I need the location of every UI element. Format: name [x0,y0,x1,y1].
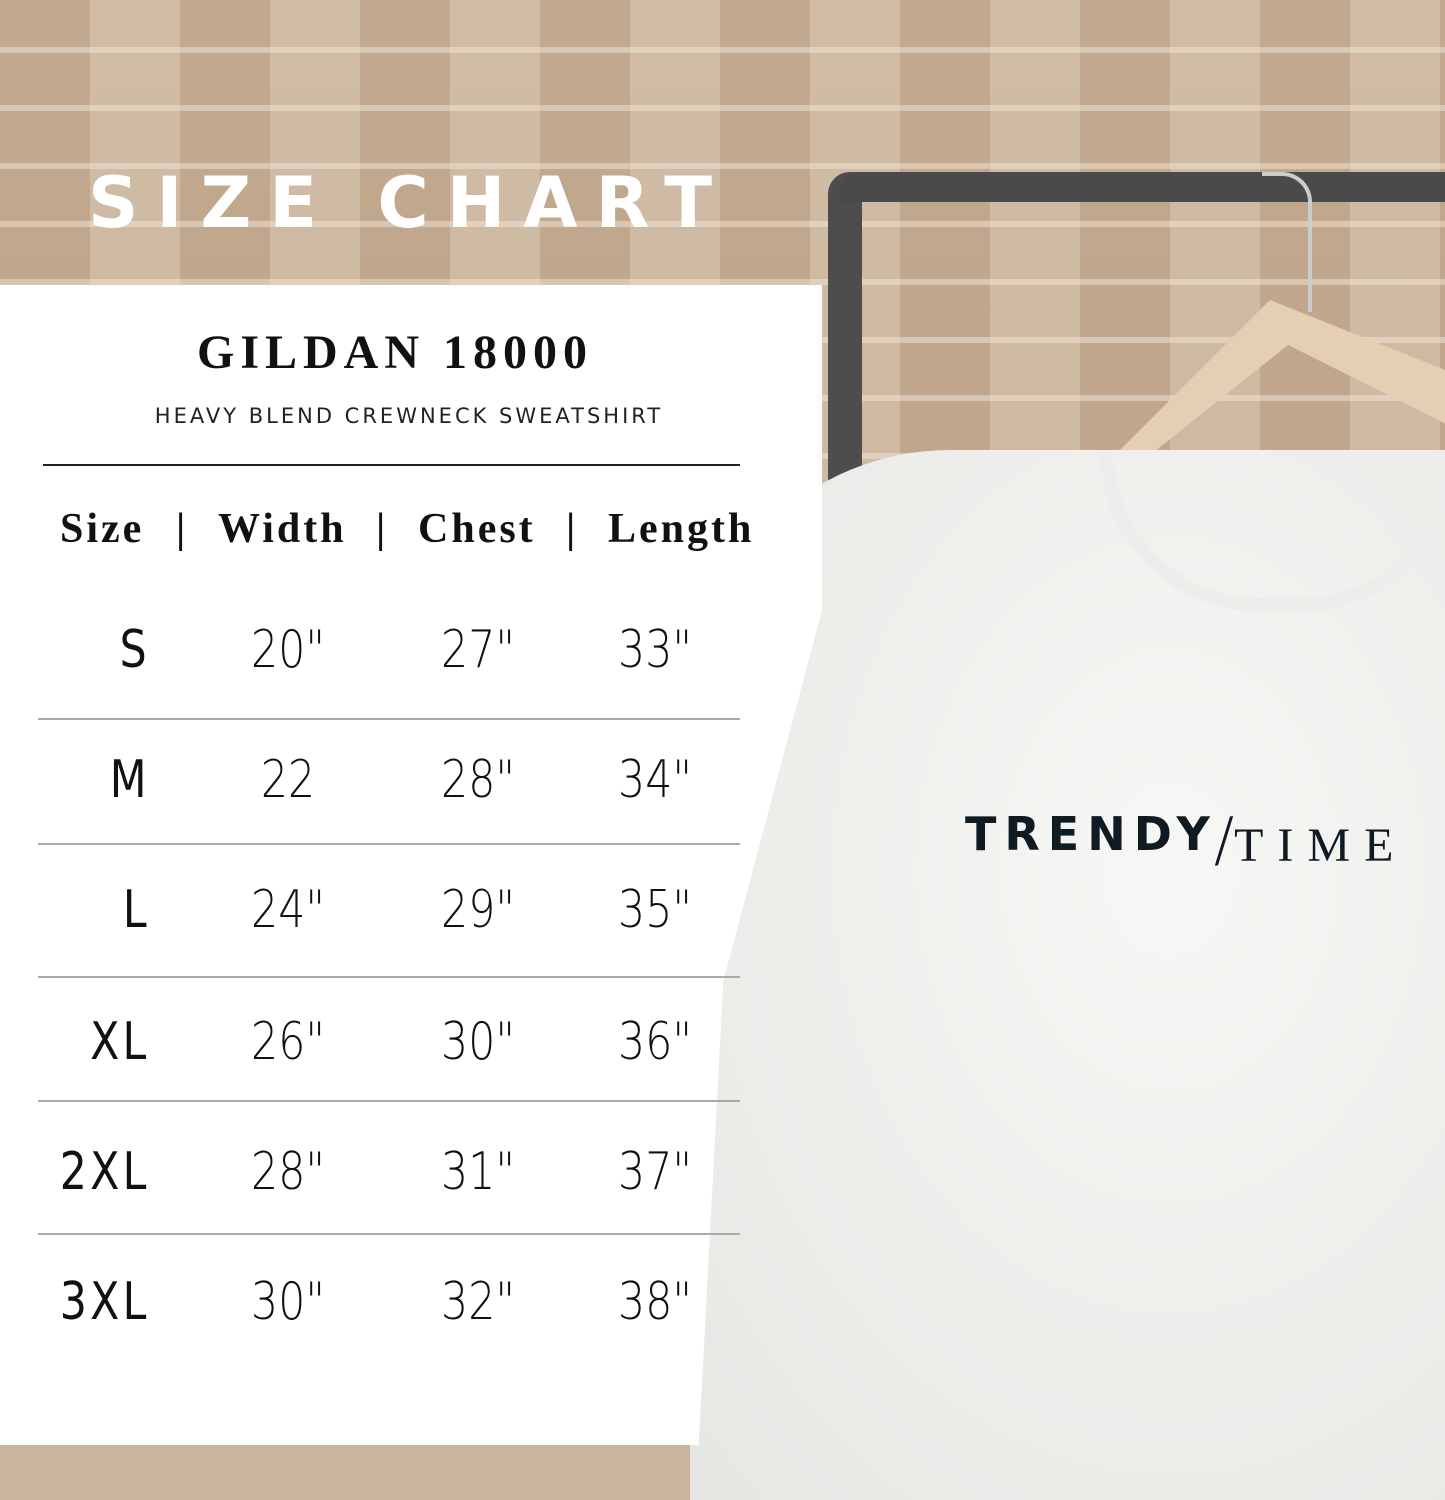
header-size: Size [60,506,145,552]
size-cell: 3XL [60,1272,150,1332]
shirt-logo: TRENDY / TIME [965,805,1407,875]
size-cell: XL [90,1012,150,1072]
row-separator [38,843,740,845]
measure-cell: 37" [618,1142,692,1202]
table-row: XL 26" 30" 36" [0,1012,760,1072]
measure-cell: 30" [441,1012,515,1072]
hanger-hook [1262,172,1312,312]
size-cell: 2XL [60,1142,150,1202]
measure-cell: 26" [251,1012,325,1072]
page-title: SIZE CHART [88,162,731,244]
table-row: 2XL 28" 31" 37" [0,1142,760,1202]
measure-cell: 34" [618,750,692,810]
product-brand: GILDAN 18000 [196,326,594,379]
row-separator [38,1100,740,1102]
logo-slash: / [1213,805,1235,875]
measure-cell: 22 [260,750,316,810]
size-cell: M [109,750,150,810]
header-sep: | [376,506,389,552]
measure-cell: 24" [251,880,325,940]
measure-cell: 38" [618,1272,692,1332]
header-width: Width [218,506,347,552]
table-row: 3XL 30" 32" 38" [0,1272,760,1332]
table-row: S 20" 27" 33" [0,620,760,680]
size-chart-panel [0,285,822,1445]
product-subtitle: HEAVY BLEND CREWNECK SWEATSHIRT [154,404,664,428]
measure-cell: 27" [441,620,515,680]
size-cell: L [122,880,150,940]
header-chest: Chest [418,506,536,552]
clothing-rack-bar [840,172,1445,202]
header-sep: | [566,506,579,552]
measure-cell: 36" [618,1012,692,1072]
measure-cell: 32" [441,1272,515,1332]
logo-left: TRENDY [965,807,1218,861]
measure-cell: 20" [251,620,325,680]
table-row: L 24" 29" 35" [0,880,760,940]
measure-cell: 33" [618,620,692,680]
row-separator [38,1233,740,1235]
size-cell: S [119,620,150,680]
row-separator [38,718,740,720]
measure-cell: 28" [251,1142,325,1202]
measure-cell: 29" [441,880,515,940]
row-separator [38,976,740,978]
measure-cell: 30" [251,1272,325,1332]
measure-cell: 31" [441,1142,515,1202]
header-length: Length [608,506,755,552]
header-sep: | [176,506,189,552]
divider [43,464,740,466]
measure-cell: 35" [618,880,692,940]
logo-right: TIME [1234,819,1408,872]
table-row: M 22 28" 34" [0,750,760,810]
measure-cell: 28" [441,750,515,810]
